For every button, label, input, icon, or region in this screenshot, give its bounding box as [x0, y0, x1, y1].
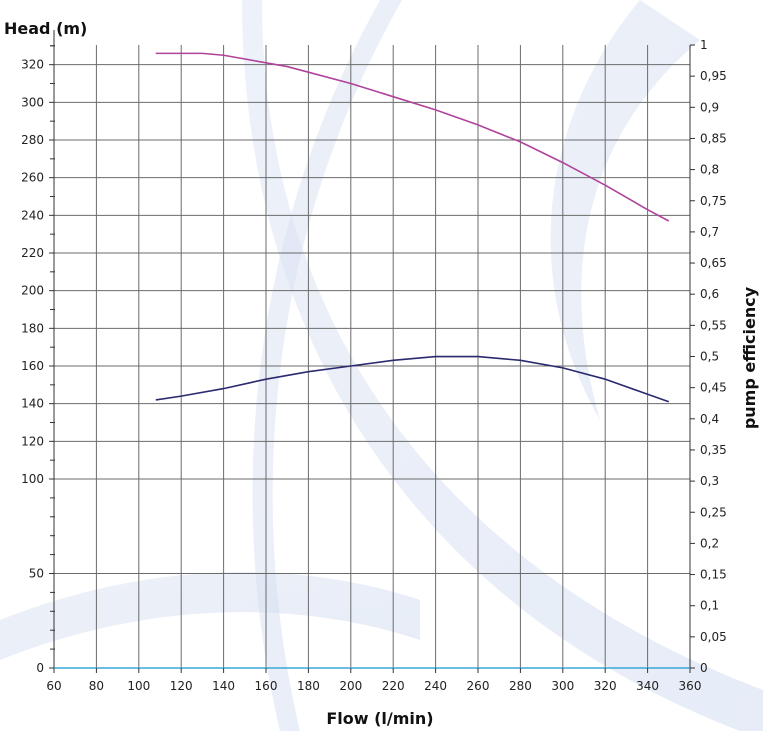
x-tick-label: 200 — [339, 679, 362, 693]
y-right-tick-label: 0,05 — [700, 630, 727, 644]
x-tick-label: 100 — [127, 679, 150, 693]
y-left-axis-label: Head (m) — [4, 19, 87, 38]
y-left-tick-label: 50 — [29, 567, 44, 581]
x-tick-label: 80 — [89, 679, 104, 693]
y-left-tick-label: 140 — [21, 397, 44, 411]
x-tick-label: 280 — [509, 679, 532, 693]
series-layer — [155, 52, 670, 403]
x-tick-label: 240 — [424, 679, 447, 693]
y-right-tick-label: 0,8 — [700, 163, 719, 177]
x-tick-label: 300 — [551, 679, 574, 693]
y-left-tick-label: 120 — [21, 434, 44, 448]
y-right-tick-label: 0,35 — [700, 443, 727, 457]
y-left-tick-label: 240 — [21, 208, 44, 222]
y-left-tick-label: 300 — [21, 95, 44, 109]
series-line-1 — [155, 52, 670, 222]
y-right-tick-label: 0 — [700, 661, 708, 675]
x-tick-label: 60 — [46, 679, 61, 693]
y-right-tick-label: 0,85 — [700, 131, 727, 145]
y-left-tick-label: 200 — [21, 284, 44, 298]
y-left-tick-label: 320 — [21, 58, 44, 72]
x-tick-label: 160 — [255, 679, 278, 693]
series-line-2 — [155, 355, 670, 403]
y-right-tick-label: 0,65 — [700, 256, 727, 270]
y-right-tick-label: 0,55 — [700, 318, 727, 332]
y-left-tick-label: 160 — [21, 359, 44, 373]
y-right-tick-label: 0,6 — [700, 287, 719, 301]
x-tick-label: 320 — [594, 679, 617, 693]
y-right-tick-label: 0,75 — [700, 194, 727, 208]
y-right-tick-label: 0,15 — [700, 568, 727, 582]
y-left-tick-label: 180 — [21, 321, 44, 335]
axis-labels: Head (m) Flow (l/min) pump efficiency — [4, 19, 759, 728]
x-tick-label: 180 — [297, 679, 320, 693]
x-axis-label: Flow (l/min) — [326, 709, 433, 728]
y-right-tick-label: 0,4 — [700, 412, 719, 426]
x-tick-label: 260 — [467, 679, 490, 693]
y-left-tick-label: 220 — [21, 246, 44, 260]
y-right-tick-label: 0,1 — [700, 599, 719, 613]
y-right-tick-label: 0,25 — [700, 505, 727, 519]
y-right-tick-label: 0,2 — [700, 536, 719, 550]
y-left-tick-label: 100 — [21, 472, 44, 486]
y-left-tick-label: 260 — [21, 171, 44, 185]
x-tick-label: 140 — [212, 679, 235, 693]
y-right-tick-label: 0,95 — [700, 69, 727, 83]
y-left-tick-label: 0 — [36, 661, 44, 675]
x-tick-label: 340 — [636, 679, 659, 693]
axes: 60 80 100 120 140 160 180 200 220 240 260 280 300 320… — [21, 30, 727, 693]
x-tick-label: 220 — [382, 679, 405, 693]
y-right-tick-label: 0,45 — [700, 381, 727, 395]
x-tick-label: 360 — [679, 679, 702, 693]
y-left-tick-label: 280 — [21, 133, 44, 147]
y-right-axis-label: pump efficiency — [740, 286, 759, 429]
y-right-tick-label: 0,3 — [700, 474, 719, 488]
y-right-tick-label: 0,7 — [700, 225, 719, 239]
x-tick-label: 120 — [170, 679, 193, 693]
y-right-tick-label: 0,9 — [700, 100, 719, 114]
y-right-tick-label: 1 — [700, 38, 708, 52]
y-right-tick-label: 0,5 — [700, 350, 719, 364]
